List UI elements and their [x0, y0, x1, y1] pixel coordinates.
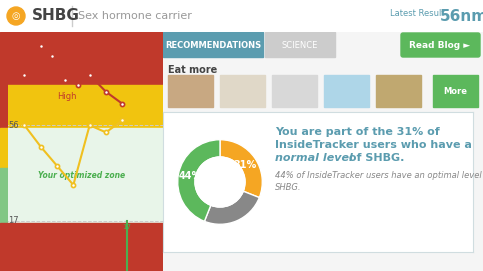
Text: Eat more: Eat more	[168, 65, 217, 75]
Text: High: High	[57, 92, 76, 101]
Text: You are part of the 31% of: You are part of the 31% of	[275, 127, 440, 137]
Text: 56nmol/L: 56nmol/L	[440, 8, 483, 24]
Text: Read Blog ►: Read Blog ►	[410, 40, 470, 50]
Circle shape	[7, 7, 25, 25]
Text: 44% of InsideTracker users have an optimal level of: 44% of InsideTracker users have an optim…	[275, 172, 483, 180]
Text: Low: Low	[57, 259, 73, 268]
Bar	[0, 32, 8, 128]
Text: SCIENCE: SCIENCE	[282, 40, 318, 50]
Bar	[220, 75, 265, 107]
Bar	[272, 75, 317, 107]
Bar	[163, 32, 263, 57]
Text: Your optimized zone: Your optimized zone	[38, 171, 125, 180]
Text: 44%: 44%	[179, 171, 202, 181]
Wedge shape	[204, 191, 259, 224]
Text: More: More	[443, 86, 467, 95]
Bar	[265, 32, 335, 57]
Text: Latest Result: Latest Result	[390, 8, 445, 18]
FancyBboxPatch shape	[401, 33, 480, 57]
Bar	[433, 75, 478, 107]
Wedge shape	[220, 140, 262, 198]
Bar	[0, 223, 8, 271]
Bar	[168, 75, 213, 107]
Text: SHBG: SHBG	[32, 8, 80, 24]
Text: of SHBG.: of SHBG.	[345, 153, 404, 163]
Text: InsideTracker users who have a: InsideTracker users who have a	[275, 140, 472, 150]
Text: 17: 17	[123, 224, 132, 230]
Bar	[0, 85, 163, 128]
Bar	[0, 32, 163, 85]
Bar	[0, 223, 163, 271]
Bar	[0, 128, 8, 168]
Text: RECOMMENDATIONS: RECOMMENDATIONS	[165, 40, 261, 50]
Bar	[324, 75, 369, 107]
Text: SHBG.: SHBG.	[275, 182, 301, 192]
Bar	[0, 168, 8, 223]
Bar	[376, 75, 421, 107]
Bar	[0, 128, 163, 223]
Text: normal level: normal level	[275, 153, 353, 163]
Text: 56: 56	[8, 121, 19, 130]
Text: 31%: 31%	[233, 160, 256, 170]
Wedge shape	[178, 140, 220, 221]
Circle shape	[195, 157, 245, 207]
Text: 17: 17	[8, 216, 19, 225]
Text: ◎: ◎	[12, 11, 20, 21]
Text: Sex hormone carrier: Sex hormone carrier	[78, 11, 192, 21]
